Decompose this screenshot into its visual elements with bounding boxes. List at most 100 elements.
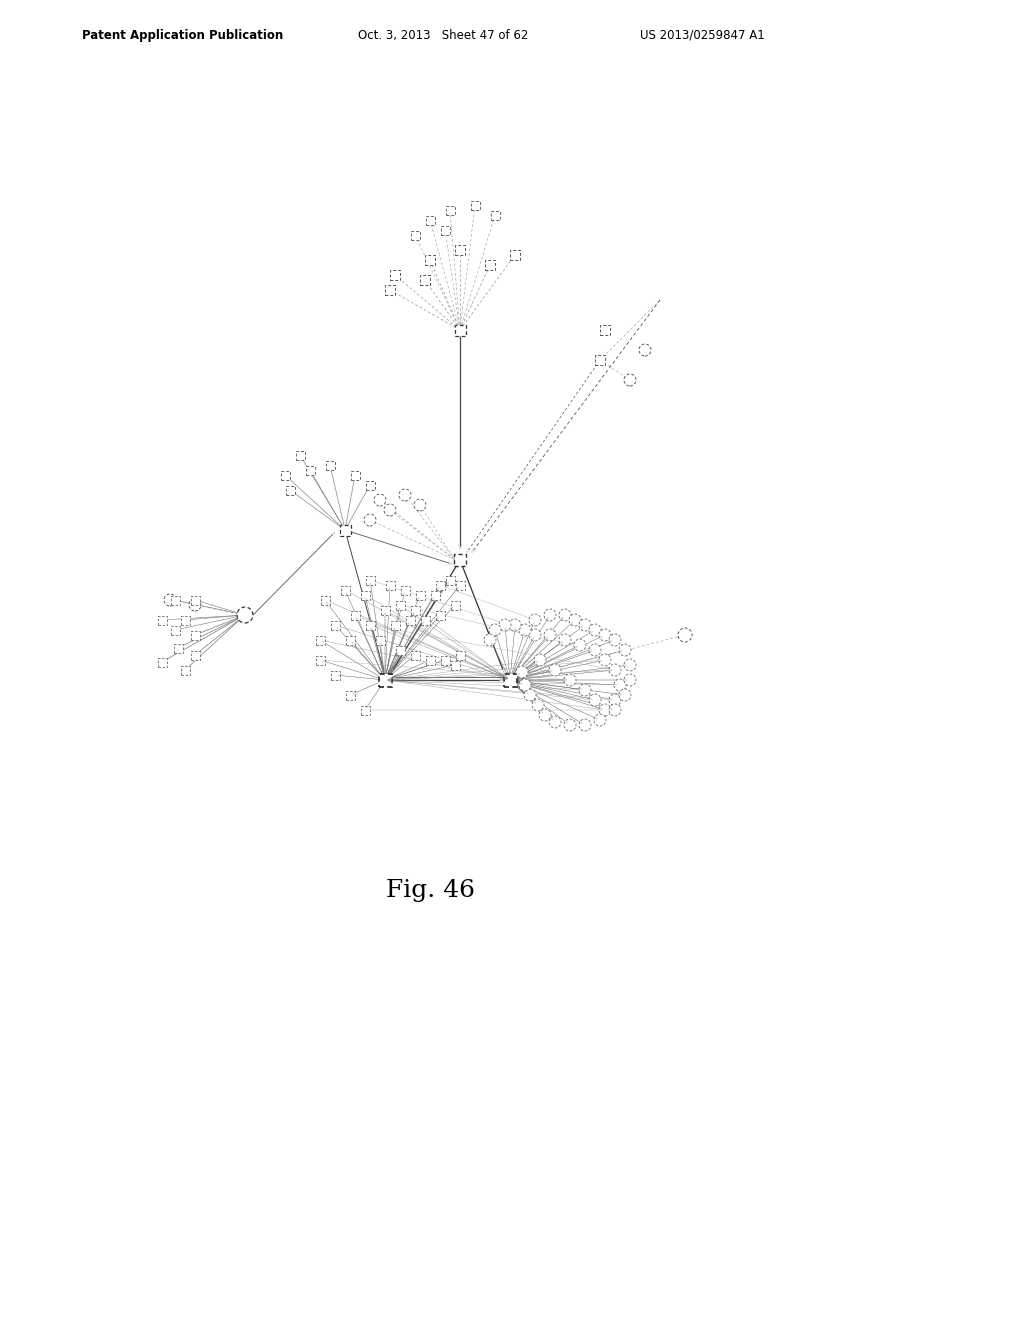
Circle shape bbox=[237, 607, 253, 623]
Bar bbox=[421, 615, 429, 624]
Bar bbox=[331, 671, 340, 680]
Circle shape bbox=[574, 639, 586, 651]
Circle shape bbox=[519, 624, 531, 636]
Circle shape bbox=[624, 659, 636, 671]
Circle shape bbox=[189, 599, 201, 611]
Bar bbox=[360, 590, 370, 599]
Circle shape bbox=[579, 719, 591, 731]
Circle shape bbox=[599, 704, 611, 715]
Bar bbox=[411, 651, 420, 660]
Circle shape bbox=[374, 494, 386, 506]
Bar bbox=[376, 635, 384, 644]
Bar bbox=[281, 470, 290, 479]
Bar bbox=[305, 466, 314, 474]
Bar bbox=[326, 461, 335, 470]
Circle shape bbox=[509, 619, 521, 631]
Bar bbox=[315, 656, 325, 664]
Circle shape bbox=[624, 675, 636, 686]
Bar bbox=[180, 615, 189, 624]
Circle shape bbox=[484, 634, 496, 645]
Circle shape bbox=[589, 624, 601, 636]
Bar bbox=[425, 255, 435, 265]
Circle shape bbox=[516, 667, 528, 678]
Circle shape bbox=[609, 634, 621, 645]
Circle shape bbox=[639, 345, 651, 356]
Circle shape bbox=[532, 700, 544, 711]
Circle shape bbox=[519, 678, 531, 690]
Bar bbox=[400, 586, 410, 594]
Circle shape bbox=[499, 619, 511, 631]
Bar bbox=[454, 554, 466, 566]
Bar bbox=[435, 581, 444, 590]
Bar bbox=[426, 215, 434, 224]
Bar bbox=[296, 450, 304, 459]
Bar bbox=[379, 673, 391, 686]
Bar bbox=[485, 260, 495, 271]
Bar bbox=[350, 470, 359, 479]
Circle shape bbox=[559, 634, 571, 645]
Bar bbox=[455, 246, 465, 255]
Circle shape bbox=[549, 715, 561, 729]
Bar bbox=[411, 231, 420, 239]
Bar bbox=[451, 660, 460, 669]
Bar bbox=[595, 355, 605, 366]
Circle shape bbox=[559, 609, 571, 620]
Circle shape bbox=[594, 714, 606, 726]
Text: Patent Application Publication: Patent Application Publication bbox=[82, 29, 284, 41]
Circle shape bbox=[544, 609, 556, 620]
Bar bbox=[600, 325, 610, 335]
Bar bbox=[158, 657, 167, 667]
Bar bbox=[395, 645, 404, 655]
Circle shape bbox=[564, 675, 575, 686]
Text: Fig. 46: Fig. 46 bbox=[385, 879, 474, 902]
Circle shape bbox=[609, 664, 621, 676]
Bar bbox=[416, 590, 425, 599]
Bar bbox=[171, 595, 179, 605]
Bar bbox=[411, 606, 420, 615]
Circle shape bbox=[399, 488, 411, 502]
Bar bbox=[381, 606, 389, 615]
Bar bbox=[420, 275, 430, 285]
Bar bbox=[385, 581, 394, 590]
Circle shape bbox=[544, 630, 556, 642]
Circle shape bbox=[524, 689, 536, 701]
Circle shape bbox=[564, 719, 575, 731]
Circle shape bbox=[609, 704, 621, 715]
Bar bbox=[426, 656, 434, 664]
Bar bbox=[390, 271, 400, 280]
Circle shape bbox=[414, 499, 426, 511]
Bar bbox=[445, 206, 455, 214]
Circle shape bbox=[614, 678, 626, 690]
Bar bbox=[430, 590, 439, 599]
Bar bbox=[435, 610, 444, 619]
Circle shape bbox=[529, 630, 541, 642]
Bar bbox=[366, 576, 375, 585]
Circle shape bbox=[579, 684, 591, 696]
Bar bbox=[385, 285, 395, 294]
Bar bbox=[451, 601, 460, 610]
Circle shape bbox=[549, 664, 561, 676]
Circle shape bbox=[678, 628, 692, 642]
Bar bbox=[340, 524, 350, 536]
Bar bbox=[510, 249, 520, 260]
Circle shape bbox=[164, 594, 176, 606]
Bar bbox=[158, 615, 167, 624]
Circle shape bbox=[599, 653, 611, 667]
Circle shape bbox=[589, 694, 601, 706]
Text: US 2013/0259847 A1: US 2013/0259847 A1 bbox=[640, 29, 765, 41]
Circle shape bbox=[579, 619, 591, 631]
Circle shape bbox=[609, 694, 621, 706]
Bar bbox=[504, 673, 516, 686]
Bar bbox=[456, 581, 465, 590]
Bar bbox=[315, 635, 325, 644]
Circle shape bbox=[489, 624, 501, 636]
Bar bbox=[390, 620, 399, 630]
Bar bbox=[345, 690, 354, 700]
Circle shape bbox=[599, 630, 611, 642]
Bar bbox=[440, 226, 450, 235]
Circle shape bbox=[529, 614, 541, 626]
Bar bbox=[331, 620, 340, 630]
Bar bbox=[171, 626, 179, 635]
Circle shape bbox=[618, 689, 631, 701]
Bar bbox=[345, 635, 354, 644]
